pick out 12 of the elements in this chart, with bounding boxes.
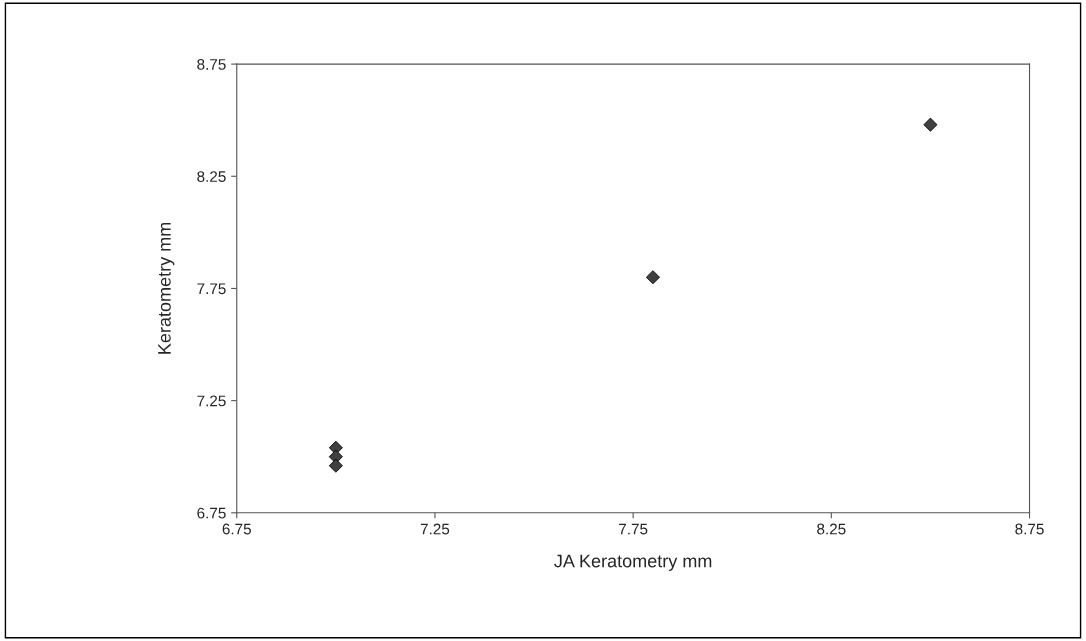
- y-tick-label: 7.25: [197, 395, 226, 407]
- y-tick-label: 6.75: [197, 507, 226, 519]
- x-axis-title: JA Keratometry mm: [554, 554, 712, 571]
- y-tick-label: 7.75: [197, 283, 226, 295]
- y-tick-label: 8.75: [197, 58, 226, 70]
- x-tick-label: 7.75: [619, 523, 648, 535]
- y-axis-title: Keratometry mm: [158, 222, 175, 354]
- x-tick-label: 8.75: [1015, 523, 1044, 535]
- x-tick-label: 8.25: [817, 523, 846, 535]
- x-tick-label: 7.25: [420, 523, 450, 535]
- y-tick-label: 8.25: [197, 171, 226, 182]
- x-tick-label: 6.75: [222, 523, 251, 535]
